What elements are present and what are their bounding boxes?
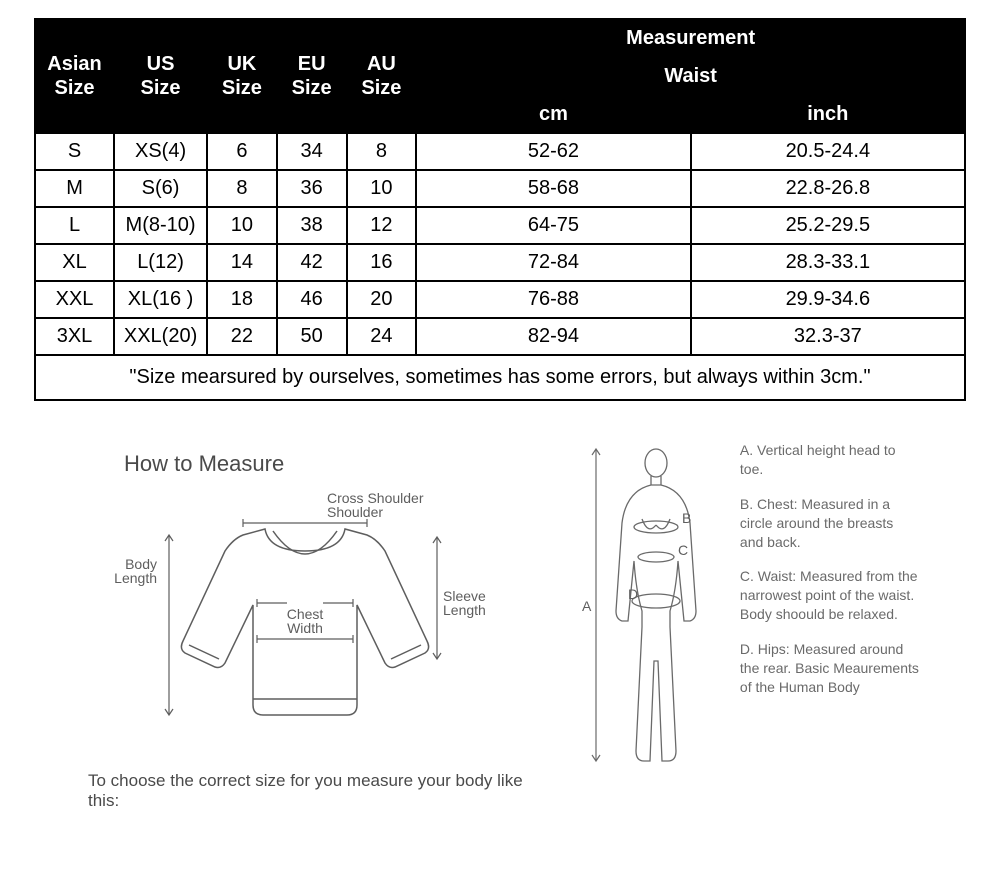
body-diagram: A B C D (556, 441, 726, 811)
cell-uk: 8 (207, 170, 277, 207)
cell-inch: 28.3-33.1 (691, 244, 965, 281)
cell-us: XS(4) (114, 133, 207, 170)
table-row: XLL(12)14421672-8428.3-33.1 (35, 244, 965, 281)
label-d: D (628, 586, 638, 602)
how-to-measure-subtitle: To choose the correct size for you measu… (88, 771, 556, 811)
size-chart-table: AsianSize USSize UKSize EUSize AUSize Me… (34, 18, 966, 401)
cell-asian: XL (35, 244, 114, 281)
how-to-measure-title: How to Measure (124, 451, 556, 477)
svg-text:Length: Length (443, 602, 486, 618)
col-waist: Waist (416, 57, 965, 95)
cell-inch: 20.5-24.4 (691, 133, 965, 170)
cell-uk: 6 (207, 133, 277, 170)
cell-cm: 76-88 (416, 281, 690, 318)
cell-eu: 46 (277, 281, 347, 318)
table-row: XXLXL(16 )18462076-8829.9-34.6 (35, 281, 965, 318)
col-asian-size: AsianSize (35, 19, 114, 133)
size-note: "Size mearsured by ourselves, sometimes … (35, 355, 965, 400)
cell-us: M(8-10) (114, 207, 207, 244)
cell-asian: S (35, 133, 114, 170)
col-measurement: Measurement (416, 19, 965, 57)
cell-eu: 34 (277, 133, 347, 170)
label-c: C (678, 542, 688, 558)
cell-au: 16 (347, 244, 417, 281)
cell-us: S(6) (114, 170, 207, 207)
def-b: B. Chest: Measured in a circle around th… (740, 495, 920, 552)
cell-inch: 29.9-34.6 (691, 281, 965, 318)
cell-cm: 82-94 (416, 318, 690, 355)
cell-au: 8 (347, 133, 417, 170)
cell-au: 10 (347, 170, 417, 207)
cell-inch: 22.8-26.8 (691, 170, 965, 207)
table-row: SXS(4)634852-6220.5-24.4 (35, 133, 965, 170)
cell-uk: 22 (207, 318, 277, 355)
label-b: B (682, 510, 691, 526)
cell-cm: 72-84 (416, 244, 690, 281)
col-uk-size: UKSize (207, 19, 277, 133)
col-us-size: USSize (114, 19, 207, 133)
col-eu-size: EUSize (277, 19, 347, 133)
table-row: 3XLXXL(20)22502482-9432.3-37 (35, 318, 965, 355)
cell-au: 24 (347, 318, 417, 355)
def-a: A. Vertical height head to toe. (740, 441, 920, 479)
cell-eu: 36 (277, 170, 347, 207)
def-c: C. Waist: Measured from the narrowest po… (740, 567, 920, 624)
svg-text:Width: Width (287, 620, 323, 636)
cell-cm: 58-68 (416, 170, 690, 207)
def-d: D. Hips: Measured around the rear. Basic… (740, 640, 920, 697)
svg-text:Shoulder: Shoulder (327, 504, 383, 520)
cell-au: 20 (347, 281, 417, 318)
col-cm: cm (416, 95, 690, 133)
cell-us: L(12) (114, 244, 207, 281)
cell-uk: 14 (207, 244, 277, 281)
cell-asian: 3XL (35, 318, 114, 355)
cell-eu: 42 (277, 244, 347, 281)
svg-text:Length: Length (114, 570, 157, 586)
measurement-definitions: A. Vertical height head to toe. B. Chest… (726, 441, 930, 811)
cell-asian: L (35, 207, 114, 244)
garment-diagram: Cross Shoulder Shoulder Body Length (34, 491, 556, 741)
cell-asian: XXL (35, 281, 114, 318)
label-a: A (582, 598, 592, 614)
cell-us: XL(16 ) (114, 281, 207, 318)
cell-uk: 18 (207, 281, 277, 318)
cell-inch: 32.3-37 (691, 318, 965, 355)
table-row: LM(8-10)10381264-7525.2-29.5 (35, 207, 965, 244)
cell-us: XXL(20) (114, 318, 207, 355)
table-row: MS(6)8361058-6822.8-26.8 (35, 170, 965, 207)
cell-inch: 25.2-29.5 (691, 207, 965, 244)
cell-cm: 64-75 (416, 207, 690, 244)
how-to-measure-section: How to Measure Cross Sho (34, 441, 966, 811)
cell-eu: 38 (277, 207, 347, 244)
cell-uk: 10 (207, 207, 277, 244)
cell-eu: 50 (277, 318, 347, 355)
col-au-size: AUSize (347, 19, 417, 133)
cell-asian: M (35, 170, 114, 207)
cell-au: 12 (347, 207, 417, 244)
col-inch: inch (691, 95, 965, 133)
cell-cm: 52-62 (416, 133, 690, 170)
